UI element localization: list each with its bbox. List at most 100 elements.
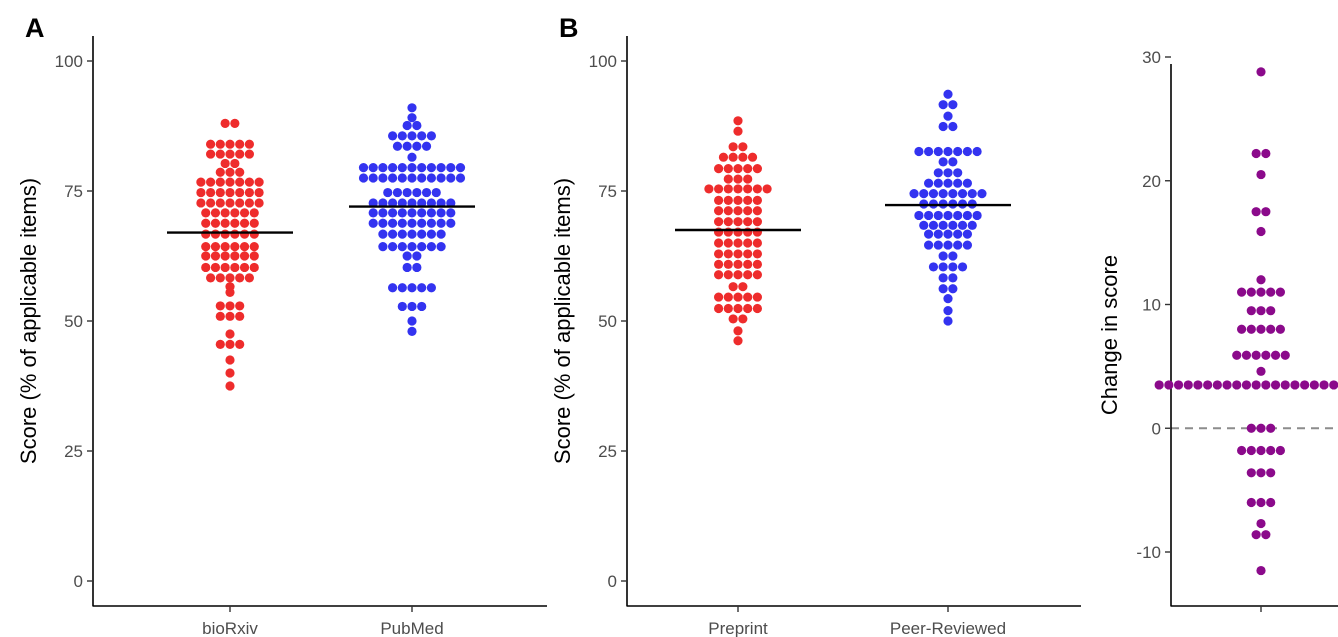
data-point [914,146,924,157]
data-point [220,229,230,239]
data-point [943,168,953,178]
data-point [1203,380,1213,390]
data-point [426,283,436,293]
data-point [733,174,743,184]
data-point [738,142,748,152]
data-point [397,173,407,183]
data-point [388,218,398,228]
data-point [1256,324,1266,334]
data-point [436,163,446,173]
data-point [368,163,378,173]
data-point [948,284,958,294]
data-point [455,173,466,183]
data-point [244,187,254,198]
data-point [924,146,934,157]
data-point [1154,380,1164,390]
data-point [1270,350,1281,360]
data-point [943,306,953,316]
panel-a: 0 25 50 75 100 bioRxiv PubMed Score (% of appli… [16,13,547,637]
data-point [397,131,407,141]
data-point [1246,324,1256,334]
y-tick-label: 75 [64,182,83,201]
data-point [206,177,216,187]
data-point [1256,497,1266,508]
data-point [924,210,934,221]
data-point [1290,380,1300,390]
data-point [215,301,225,311]
data-point [220,118,230,128]
data-point [426,173,436,183]
data-point [1256,226,1266,237]
data-point [397,283,407,293]
data-point [201,262,211,273]
data-point [953,146,963,157]
data-point [977,189,987,199]
data-point [1183,380,1193,390]
data-point [368,218,378,228]
data-point [962,240,973,250]
data-point [723,249,733,259]
data-point [957,189,968,199]
data-point [948,273,958,283]
data-point [220,242,230,252]
data-point [417,242,427,252]
data-point [225,368,235,378]
data-point [397,301,407,312]
data-point [714,195,724,205]
data-point [210,229,221,239]
data-point [723,195,733,205]
data-point [967,220,977,230]
data-point [215,273,225,283]
data-point [723,303,733,314]
data-point [914,210,924,221]
data-point [436,242,446,252]
data-point [1173,380,1184,390]
data-point [436,229,446,239]
data-point [388,163,398,173]
data-point [249,229,259,239]
data-point [938,262,948,272]
data-point [230,208,240,218]
data-point [397,163,407,173]
data-point [407,113,417,123]
data-point [210,262,221,273]
y-tick-label: 100 [55,52,83,71]
data-point [358,163,369,173]
data-point [230,251,240,261]
data-point [254,198,264,208]
data-point [752,206,763,216]
data-point [714,292,724,302]
data-point [215,339,225,349]
data-point [201,251,211,261]
data-point [249,208,259,218]
data-point [244,139,254,149]
data-point [738,314,748,324]
data-point [723,238,733,248]
data-point [752,164,763,174]
data-point [417,283,427,293]
data-point [244,149,254,159]
data-point [230,158,240,169]
data-point [446,218,456,228]
data-point [412,120,422,131]
data-point [1256,423,1266,433]
data-point [752,217,763,227]
data-point [249,251,259,261]
data-point [407,103,417,113]
data-point [743,184,753,194]
data-point [933,178,943,188]
data-point [723,206,733,216]
data-point [196,177,206,187]
data-point [943,146,953,157]
data-point [417,229,427,239]
data-point [723,270,733,280]
data-point [1266,287,1276,297]
data-point [244,177,254,187]
data-point [738,282,748,292]
data-point [230,229,240,239]
data-point [407,316,417,326]
data-point [743,174,753,184]
data-point [948,189,958,199]
data-point [928,262,939,272]
